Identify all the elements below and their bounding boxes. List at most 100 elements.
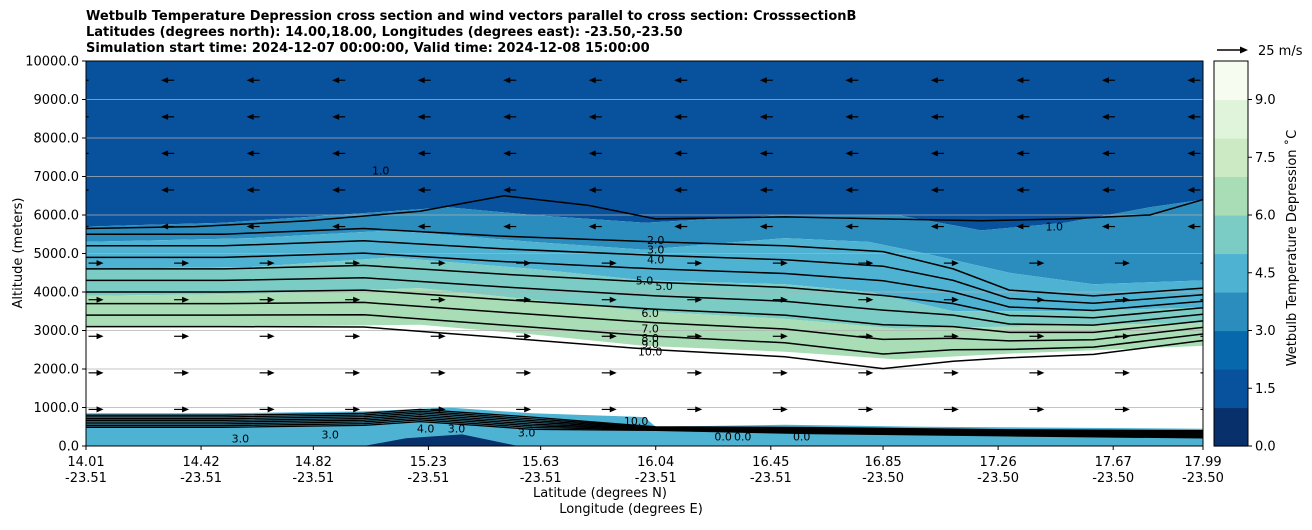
wind-vector-head	[759, 113, 767, 120]
wind-vector-head	[438, 369, 446, 376]
wind-vector-head	[588, 77, 596, 84]
wind-scale-key: 25 m/s	[1217, 44, 1303, 59]
x-tick-label-lon: -23.51	[407, 471, 449, 486]
wind-vector-head	[609, 369, 617, 376]
wind-vector-head	[695, 369, 703, 376]
wind-vector-head	[1101, 150, 1109, 157]
wind-vector-head	[96, 406, 104, 413]
wind-vector-head	[438, 406, 446, 413]
contour-label: 1.0	[1046, 221, 1064, 234]
y-tick-label: 1000.0	[34, 401, 80, 416]
wind-vector-head	[503, 113, 511, 120]
colorbar-segment	[1214, 330, 1248, 370]
colorbar-segment	[1214, 369, 1248, 409]
wind-vector-head	[503, 150, 511, 157]
wind-vector-head	[845, 113, 853, 120]
wind-vector-head	[332, 113, 340, 120]
wind-vector-head	[1187, 223, 1195, 230]
wind-vector-head	[1187, 150, 1195, 157]
wind-vector-head	[76, 150, 83, 156]
wind-vector-head	[866, 333, 874, 340]
wind-vector-head	[759, 77, 767, 84]
chart-title-line-1: Wetbulb Temperature Depression cross sec…	[86, 9, 857, 24]
wind-vector-head	[353, 406, 361, 413]
wind-vector-head	[1101, 113, 1109, 120]
wind-vector-head	[674, 223, 682, 230]
wind-vector-head	[417, 223, 425, 230]
field-band-3	[86, 230, 1203, 312]
wind-vector-head	[182, 369, 190, 376]
wind-vectors	[76, 77, 1203, 413]
wind-vector-head	[930, 150, 938, 157]
contour-line-level-5	[86, 264, 1203, 319]
wind-vector-head	[503, 186, 511, 193]
contour-line-level-6	[86, 277, 1203, 326]
wind-vector-head	[951, 260, 959, 267]
wind-vector-head	[1016, 113, 1024, 120]
x-tick-label-lat: 15.23	[410, 455, 447, 470]
contour-line-low	[86, 417, 1203, 437]
wind-vector-head	[76, 114, 83, 120]
wind-vector-head	[695, 406, 703, 413]
x-tick-label-lat: 15.63	[522, 455, 559, 470]
wind-vector-head	[417, 150, 425, 157]
contour-label: 5.0	[636, 274, 654, 287]
wind-vector-head	[246, 77, 254, 84]
wind-vector-head	[1101, 186, 1109, 193]
contour-label: 6.0	[641, 307, 659, 320]
contour-label: 5.0	[655, 280, 673, 293]
wind-vector-head	[930, 186, 938, 193]
wind-vector-head	[951, 369, 959, 376]
wind-vector-head	[503, 223, 511, 230]
colorbar-label: Wetbulb Temperature Depression ˚C	[1284, 130, 1300, 367]
wind-vector-head	[246, 223, 254, 230]
contour-line-low	[86, 410, 1203, 433]
x-tick-label-lat: 17.26	[980, 455, 1017, 470]
wind-vector-head	[267, 296, 275, 303]
wind-vector-head	[161, 113, 169, 120]
wind-vector-head	[780, 406, 788, 413]
wind-vector-head	[1016, 186, 1024, 193]
wind-vector-head	[759, 150, 767, 157]
wind-vector-head	[674, 150, 682, 157]
wind-vector-head	[96, 260, 104, 267]
wind-scale-label: 25 m/s	[1258, 44, 1303, 59]
wind-vector-head	[1122, 333, 1130, 340]
contour-line-low	[86, 420, 1203, 439]
colorbar-frame	[1213, 60, 1249, 447]
colorbar-tick-label: 0.0	[1255, 440, 1276, 455]
colorbar-segment	[1214, 138, 1248, 178]
x-tick-label-lon: -23.51	[292, 471, 334, 486]
y-axis-label: Altitude (meters)	[11, 198, 26, 309]
wind-vector-head	[182, 406, 190, 413]
colorbar-segment	[1214, 292, 1248, 332]
wind-vector-head	[780, 369, 788, 376]
wind-vector-head	[332, 186, 340, 193]
contour-label: 1.0	[372, 165, 390, 178]
contour-label: 7.0	[641, 323, 659, 336]
wind-vector-head	[845, 77, 853, 84]
wind-vector-head	[353, 260, 361, 267]
y-tick-label: 4000.0	[34, 286, 80, 301]
wind-vector-head	[332, 77, 340, 84]
wind-vector-head	[1037, 296, 1045, 303]
colorbar-segment	[1214, 407, 1248, 447]
wind-vector-head	[866, 260, 874, 267]
contour-line-level-7	[86, 289, 1203, 334]
x-axis: 14.01-23.5114.42-23.5114.82-23.5115.23-2…	[65, 446, 1224, 486]
colorbar-tick-label: 4.5	[1255, 266, 1276, 281]
wind-vector-head	[1122, 369, 1130, 376]
contour-line-level-10	[86, 325, 1203, 370]
field-band-4	[86, 257, 1203, 329]
wind-vector-head	[503, 77, 511, 84]
wind-vector-head	[588, 223, 596, 230]
x-tick-label-lat: 14.01	[67, 455, 104, 470]
wind-vector-head	[951, 296, 959, 303]
x-tick-label-lon: -23.51	[520, 471, 562, 486]
wind-vector-head	[96, 333, 104, 340]
y-axis: 0.0 1000.0 2000.0 3000.0 4000.0 5000.0 6000.0 7…	[25, 55, 86, 455]
wind-vector-head	[1101, 223, 1109, 230]
y-tick-label: 6000.0	[34, 209, 80, 224]
colorbar-tick-label: 3.0	[1255, 324, 1276, 339]
